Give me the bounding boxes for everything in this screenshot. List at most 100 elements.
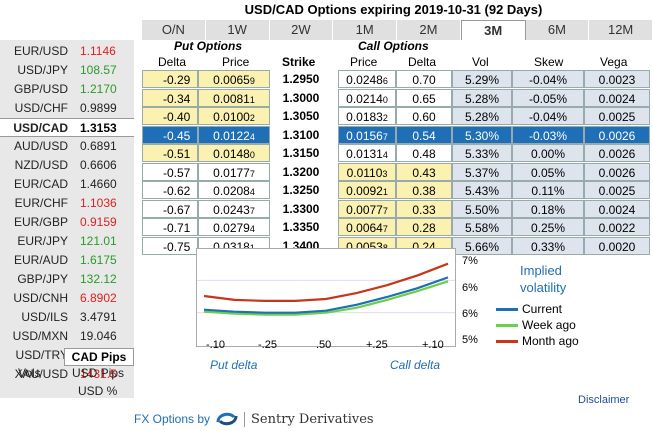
vega-cell[interactable]: 0.0026	[584, 163, 650, 181]
skew-cell[interactable]: -0.04%	[512, 107, 584, 125]
put-delta-cell[interactable]: -0.29	[142, 70, 198, 88]
vol-cell[interactable]: 5.50%	[452, 200, 512, 218]
pair-row[interactable]: EUR/JPY 121.01	[0, 232, 134, 251]
call-price-cell[interactable]: 0.02140	[338, 89, 396, 107]
put-price-cell[interactable]: 0.01480	[198, 144, 270, 162]
pair-row[interactable]: EUR/GBP 0.9159	[0, 213, 134, 232]
call-price-cell[interactable]: 0.00647	[338, 218, 396, 236]
vol-cell[interactable]: 5.58%	[452, 218, 512, 236]
pair-row[interactable]: USD/CHF 0.9899	[0, 99, 134, 118]
pair-row[interactable]: GBP/USD 1.2170	[0, 80, 134, 99]
call-price-cell[interactable]: 0.00921	[338, 181, 396, 199]
vol-cell[interactable]: 5.28%	[452, 89, 512, 107]
call-delta-cell[interactable]: 0.48	[396, 144, 452, 162]
vega-cell[interactable]: 0.0022	[584, 218, 650, 236]
pair-row[interactable]: GBP/JPY 132.12	[0, 270, 134, 289]
skew-cell[interactable]: -0.05%	[512, 89, 584, 107]
pair-row[interactable]: NZD/USD 0.6606	[0, 156, 134, 175]
vega-cell[interactable]: 0.0024	[584, 89, 650, 107]
skew-cell[interactable]: 0.18%	[512, 200, 584, 218]
call-delta-cell[interactable]: 0.28	[396, 218, 452, 236]
pair-row[interactable]: USD/CAD 1.3153	[0, 118, 134, 137]
put-price-cell[interactable]: 0.00659	[198, 70, 270, 88]
vega-cell[interactable]: 0.0026	[584, 144, 650, 162]
pair-row[interactable]: EUR/AUD 1.6175	[0, 251, 134, 270]
disclaimer-link[interactable]: Disclaimer	[578, 394, 630, 406]
call-price-cell[interactable]: 0.01103	[338, 163, 396, 181]
vega-cell[interactable]: 0.0023	[584, 70, 650, 88]
vol-cell[interactable]: 5.28%	[452, 107, 512, 125]
put-delta-cell[interactable]: -0.57	[142, 163, 198, 181]
call-price-cell[interactable]: 0.01832	[338, 107, 396, 125]
put-delta-cell[interactable]: -0.75	[142, 237, 198, 255]
call-price-cell[interactable]: 0.00777	[338, 200, 396, 218]
put-delta-cell[interactable]: -0.71	[142, 218, 198, 236]
pair-row[interactable]: USD/CNH 6.8902	[0, 289, 134, 308]
vol-cell[interactable]: 5.29%	[452, 70, 512, 88]
units-option-usd-pips[interactable]: USD Pips	[72, 366, 125, 380]
call-delta-cell[interactable]: 0.65	[396, 89, 452, 107]
pair-row[interactable]: USD/ILS 3.4791	[0, 308, 134, 327]
pair-row[interactable]: EUR/CHF 1.1036	[0, 194, 134, 213]
tab-1m[interactable]: 1M	[333, 20, 397, 40]
skew-cell[interactable]: 0.05%	[512, 163, 584, 181]
put-price-cell[interactable]: 0.02437	[198, 200, 270, 218]
strike-cell[interactable]: 1.3000	[272, 89, 330, 107]
call-delta-cell[interactable]: 0.54	[396, 126, 452, 144]
skew-cell[interactable]: -0.03%	[512, 126, 584, 144]
put-delta-cell[interactable]: -0.67	[142, 200, 198, 218]
put-delta-cell[interactable]: -0.45	[142, 126, 198, 144]
call-delta-cell[interactable]: 0.43	[396, 163, 452, 181]
pair-row[interactable]: EUR/USD 1.1146	[0, 42, 134, 61]
call-price-cell[interactable]: 0.01314	[338, 144, 396, 162]
skew-cell[interactable]: 0.25%	[512, 218, 584, 236]
vol-cell[interactable]: 5.33%	[452, 144, 512, 162]
skew-cell[interactable]: -0.04%	[512, 70, 584, 88]
vol-cell[interactable]: 5.30%	[452, 126, 512, 144]
tab-2m[interactable]: 2M	[397, 20, 461, 40]
pair-row[interactable]: AUD/USD 0.6891	[0, 137, 134, 156]
strike-cell[interactable]: 1.3200	[272, 163, 330, 181]
tab-on[interactable]: O/N	[142, 20, 206, 40]
pair-row[interactable]: USD/JPY 108.57	[0, 61, 134, 80]
put-price-cell[interactable]: 0.01224	[198, 126, 270, 144]
pair-row[interactable]: EUR/CAD 1.4660	[0, 175, 134, 194]
put-delta-cell[interactable]: -0.34	[142, 89, 198, 107]
put-price-cell[interactable]: 0.01777	[198, 163, 270, 181]
skew-cell[interactable]: 0.00%	[512, 144, 584, 162]
call-price-cell[interactable]: 0.02486	[338, 70, 396, 88]
skew-cell[interactable]: 0.11%	[512, 181, 584, 199]
vol-cell[interactable]: 5.43%	[452, 181, 512, 199]
strike-cell[interactable]: 1.3350	[272, 218, 330, 236]
vega-cell[interactable]: 0.0026	[584, 126, 650, 144]
strike-cell[interactable]: 1.3300	[272, 200, 330, 218]
call-delta-cell[interactable]: 0.60	[396, 107, 452, 125]
strike-cell[interactable]: 1.3050	[272, 107, 330, 125]
call-delta-cell[interactable]: 0.38	[396, 181, 452, 199]
pair-row[interactable]: USD/MXN 19.046	[0, 327, 134, 346]
put-price-cell[interactable]: 0.01002	[198, 107, 270, 125]
vol-cell[interactable]: 5.37%	[452, 163, 512, 181]
units-option-usd-percent[interactable]: USD %	[78, 384, 118, 398]
put-delta-cell[interactable]: -0.62	[142, 181, 198, 199]
tab-3m[interactable]: 3M	[460, 20, 526, 40]
tab-6m[interactable]: 6M	[525, 20, 590, 40]
put-delta-cell[interactable]: -0.51	[142, 144, 198, 162]
vega-cell[interactable]: 0.0024	[584, 200, 650, 218]
tab-12m[interactable]: 12M	[589, 20, 653, 40]
units-selected[interactable]: CAD Pips	[64, 348, 134, 366]
put-price-cell[interactable]: 0.02794	[198, 218, 270, 236]
put-price-cell[interactable]: 0.02084	[198, 181, 270, 199]
put-price-cell[interactable]: 0.00811	[198, 89, 270, 107]
vega-cell[interactable]: 0.0025	[584, 107, 650, 125]
tab-1w[interactable]: 1W	[205, 20, 270, 40]
vega-cell[interactable]: 0.0020	[584, 237, 650, 255]
strike-cell[interactable]: 1.3250	[272, 181, 330, 199]
strike-cell[interactable]: 1.3150	[272, 144, 330, 162]
vol-cell[interactable]: 5.66%	[452, 237, 512, 255]
strike-cell[interactable]: 1.2950	[272, 70, 330, 88]
call-delta-cell[interactable]: 0.70	[396, 70, 452, 88]
pair-row[interactable]: XAU/USD 1431.5	[0, 365, 134, 384]
skew-cell[interactable]: 0.33%	[512, 237, 584, 255]
put-delta-cell[interactable]: -0.40	[142, 107, 198, 125]
